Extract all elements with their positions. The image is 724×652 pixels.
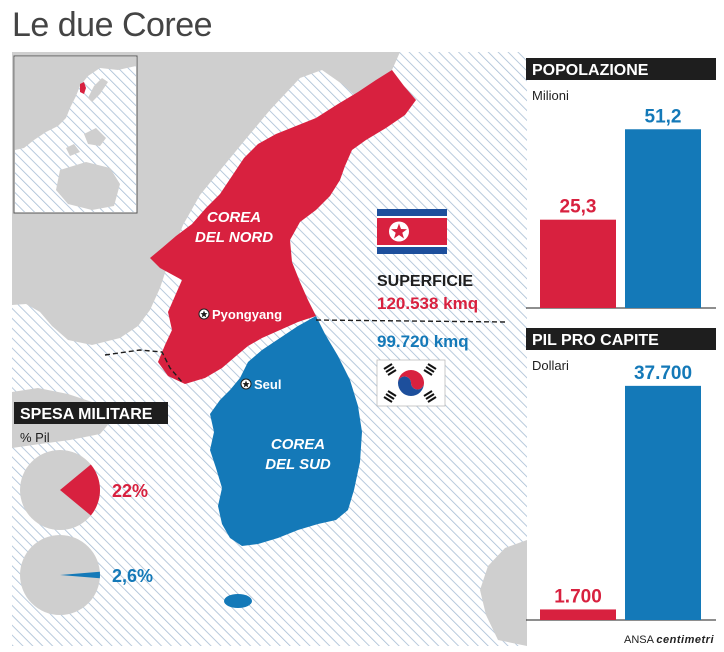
gdp-value-label-north: 1.700 [554, 586, 602, 607]
military-pie-slice-north [60, 464, 100, 516]
population-title: POPOLAZIONE [532, 62, 649, 79]
inset-australia [56, 162, 120, 210]
japan-landmass [480, 540, 527, 646]
city-label-seul: Seul [254, 377, 281, 392]
population-bar-north [540, 219, 616, 308]
population-header-bar [526, 58, 716, 80]
credit: ANSA centimetri [624, 634, 714, 646]
south-korea-label-line2: DEL SUD [265, 456, 331, 473]
jeju-island [224, 594, 252, 608]
inset-japan [88, 78, 108, 102]
capital-star-icon [198, 308, 210, 320]
inset-islands [66, 128, 106, 156]
area-value-north: 120.538 kmq [377, 294, 478, 313]
gdp-header-bar [526, 328, 716, 350]
gdp-title: PIL PRO CAPITE [532, 332, 659, 349]
population-chart: POPOLAZIONE Milioni 25,3 51,2 [526, 58, 716, 309]
credit-prefix: ANSA [624, 634, 654, 646]
military-unit: % Pil [20, 430, 50, 445]
south-korea-label-line1: COREA [271, 436, 325, 453]
inset-map [13, 55, 138, 214]
flag-south-korea-icon [376, 359, 446, 407]
military-value-label-south: 2,6% [112, 566, 153, 586]
military-header-bar [14, 402, 168, 424]
population-bar-south [625, 129, 701, 308]
inset-korea-highlight [80, 82, 86, 94]
page-title: Le due Coree [12, 6, 213, 44]
population-value-label-south: 51,2 [645, 106, 682, 127]
capital-star-icon [240, 378, 252, 390]
area-title: SUPERFICIE [377, 273, 473, 290]
military-value-label-north: 22% [112, 481, 148, 501]
maritime-border-west [104, 349, 183, 383]
north-korea-label-line1: COREA [207, 209, 261, 226]
gdp-value-label-south: 37.700 [634, 363, 692, 384]
north-korea-shape [150, 70, 416, 384]
inset-asia-landmass [15, 57, 136, 150]
gdp-unit: Dollari [532, 358, 569, 373]
military-title: SPESA MILITARE [20, 406, 153, 423]
city-label-pyongyang: Pyongyang [212, 307, 282, 322]
credit-brand: centimetri [656, 634, 714, 646]
gdp-bar-north [540, 609, 616, 620]
flag-north-korea-icon [377, 209, 447, 254]
gdp-chart: PIL PRO CAPITE Dollari 1.700 37.700 [526, 328, 716, 621]
military-spending-chart: SPESA MILITARE % Pil 22% 2,6% [14, 402, 168, 615]
south-korea-shape [210, 316, 362, 546]
north-korea-label-line2: DEL NORD [195, 229, 273, 246]
gdp-bar-south [625, 385, 701, 620]
area-value-south: 99.720 kmq [377, 332, 469, 351]
population-value-label-north: 25,3 [560, 197, 597, 218]
population-unit: Milioni [532, 88, 569, 103]
military-pie-slice-south [60, 571, 100, 579]
